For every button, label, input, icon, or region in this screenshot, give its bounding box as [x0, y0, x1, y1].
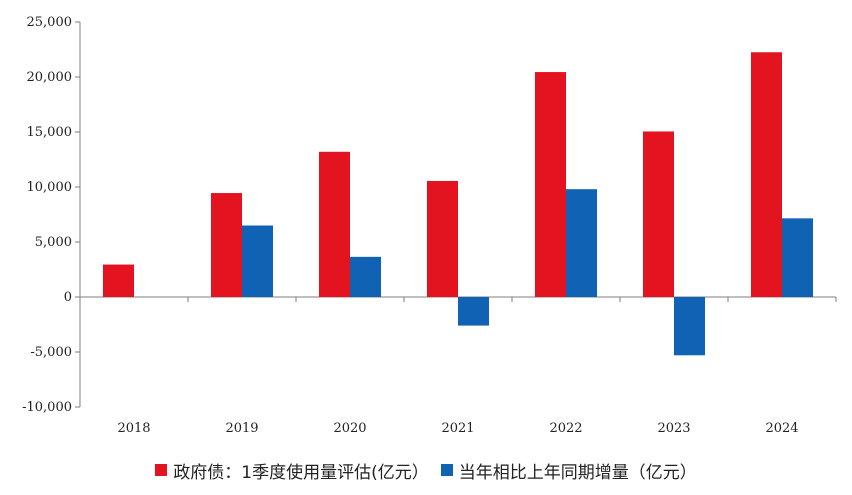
- x-tick-label: 2024: [765, 421, 798, 436]
- bar-yoy-increment: [350, 256, 381, 297]
- bar-government-bonds: [319, 151, 350, 297]
- legend-label-government-bonds: 政府债：1季度使用量评估(亿元）: [173, 462, 429, 483]
- x-tick-label: 2021: [441, 421, 474, 436]
- legend-swatch-blue: [440, 464, 453, 476]
- y-tick-label: 25,000: [27, 15, 73, 30]
- bar-government-bonds: [103, 264, 134, 297]
- y-tick-label: -5,000: [30, 345, 72, 360]
- y-tick-label: -10,000: [22, 400, 72, 415]
- bar-government-bonds: [643, 131, 674, 297]
- legend-label-yoy-increment: 当年相比上年同期增量（亿元）: [458, 462, 697, 483]
- legend-swatch-red: [155, 464, 168, 476]
- bar-government-bonds: [211, 193, 242, 297]
- legend-item-government-bonds: 政府债：1季度使用量评估(亿元）: [155, 458, 429, 483]
- bar-government-bonds: [751, 52, 782, 297]
- bar-yoy-increment: [782, 218, 813, 297]
- legend-item-yoy-increment: 当年相比上年同期增量（亿元）: [440, 458, 697, 483]
- y-tick-label: 0: [64, 290, 72, 305]
- y-tick-label: 15,000: [27, 125, 73, 140]
- bar-yoy-increment: [242, 225, 273, 297]
- x-axis: 2018 2019 2020 2021 2022 2023 2024: [79, 296, 837, 436]
- x-tick-label: 2019: [225, 421, 258, 436]
- y-tick-label: 10,000: [27, 180, 73, 195]
- x-tick-label: 2018: [117, 421, 150, 436]
- x-tick-label: 2022: [549, 421, 582, 436]
- bar-yoy-increment: [566, 189, 597, 297]
- x-tick-label: 2020: [333, 421, 366, 436]
- x-tick-label: 2023: [657, 421, 690, 436]
- bar-yoy-increment: [674, 297, 705, 356]
- y-axis: -10,000 -5,000 0 5,000 10,000 15,000 20,000 25,…: [22, 15, 81, 415]
- y-tick-label: 5,000: [35, 235, 72, 250]
- bar-government-bonds: [427, 180, 458, 297]
- legend: 政府债：1季度使用量评估(亿元） 当年相比上年同期增量（亿元）: [0, 455, 852, 485]
- y-tick-label: 20,000: [27, 70, 73, 85]
- bar-yoy-increment: [458, 297, 489, 326]
- bar-government-bonds: [535, 72, 566, 297]
- bars: [103, 52, 813, 356]
